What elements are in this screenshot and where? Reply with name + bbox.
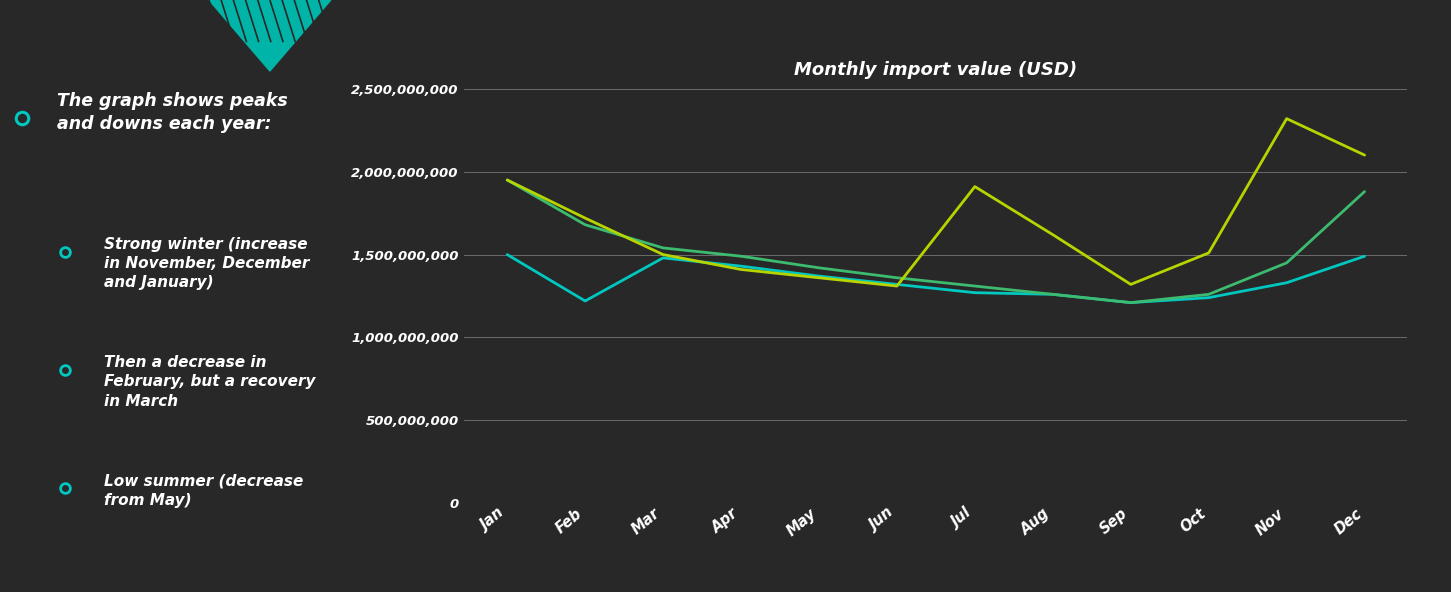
2015	[1200, 294, 1217, 301]
2016	[733, 253, 750, 260]
2016	[1045, 291, 1062, 298]
2017	[1278, 115, 1296, 122]
Text: Low summer (decrease
from May): Low summer (decrease from May)	[104, 474, 303, 508]
2015	[1355, 253, 1373, 260]
2016	[1355, 188, 1373, 195]
2017	[1045, 231, 1062, 238]
2017	[810, 274, 827, 281]
Text: Then a decrease in
February, but a recovery
in March: Then a decrease in February, but a recov…	[104, 355, 316, 408]
2016	[1278, 259, 1296, 266]
2017	[888, 282, 905, 289]
2015	[654, 255, 672, 262]
Polygon shape	[209, 0, 331, 71]
Text: Strong winter (increase
in November, December
and January): Strong winter (increase in November, Dec…	[104, 237, 311, 290]
2017	[966, 183, 984, 190]
2015	[810, 272, 827, 279]
2016	[576, 221, 593, 229]
Line: 2017: 2017	[508, 118, 1364, 286]
2017	[1200, 249, 1217, 256]
Text: The graph shows peaks
and downs each year:: The graph shows peaks and downs each yea…	[57, 92, 287, 133]
2015	[1278, 279, 1296, 287]
2016	[1122, 299, 1139, 306]
Line: 2016: 2016	[508, 180, 1364, 303]
2015	[576, 297, 593, 304]
2015	[499, 251, 517, 258]
2017	[654, 251, 672, 258]
2017	[1122, 281, 1139, 288]
2015	[1045, 291, 1062, 298]
2015	[888, 281, 905, 288]
2015	[1122, 299, 1139, 306]
2016	[888, 274, 905, 281]
Line: 2015: 2015	[508, 255, 1364, 303]
Title: Monthly import value (USD): Monthly import value (USD)	[794, 61, 1078, 79]
2015	[733, 263, 750, 270]
2015	[966, 289, 984, 296]
2016	[654, 244, 672, 252]
2016	[1200, 291, 1217, 298]
2017	[576, 214, 593, 221]
2017	[733, 266, 750, 273]
2017	[1355, 152, 1373, 159]
2016	[499, 176, 517, 184]
2017	[499, 176, 517, 184]
2016	[810, 264, 827, 271]
2016	[966, 282, 984, 289]
